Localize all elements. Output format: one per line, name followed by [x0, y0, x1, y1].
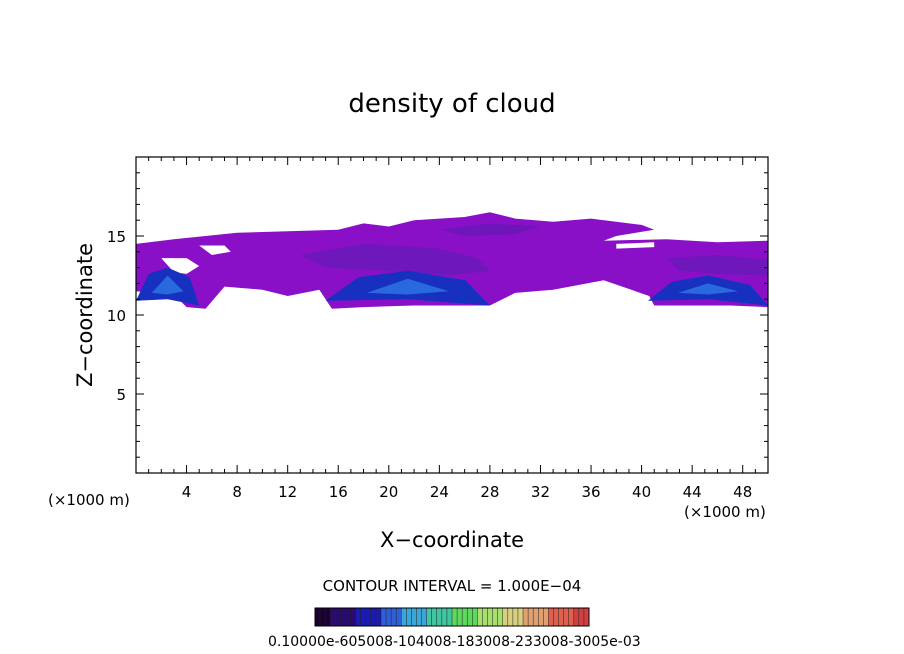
x-tick-label: 12 — [278, 483, 297, 501]
x-tick-label: 44 — [683, 483, 702, 501]
colorbar-swatch — [446, 608, 453, 626]
chart-title: density of cloud — [348, 89, 555, 119]
colorbar-swatch — [467, 608, 473, 626]
colorbar-swatch — [335, 608, 341, 626]
contour-interval-text: CONTOUR INTERVAL = 1.000E−04 — [323, 577, 582, 595]
x-axis-ticks: 4 8 12 16 20 24 28 32 36 40 44 48 — [148, 157, 756, 501]
colorbar-swatch — [543, 608, 549, 626]
x-unit-label-left: (×1000 m) — [48, 491, 130, 509]
colorbar-swatch — [370, 608, 377, 626]
x-tick-label: 28 — [480, 483, 499, 501]
colorbar-swatch — [507, 608, 514, 626]
colorbar-swatch — [380, 608, 387, 626]
colorbar-swatch — [411, 608, 417, 626]
y-tick-label: 15 — [107, 228, 126, 246]
colorbar-swatch — [386, 608, 392, 626]
cloud-region-mid-center — [300, 243, 490, 276]
colorbar-swatch — [396, 608, 402, 626]
colorbar-swatch — [315, 608, 321, 626]
colorbar-swatch — [482, 608, 489, 626]
cloud-gap-upper-right — [616, 242, 655, 249]
colorbar-swatch — [533, 608, 539, 626]
x-unit-label-right: (×1000 m) — [684, 503, 766, 521]
cloud-dense-peak-3 — [677, 283, 738, 295]
cloud-region-mid-right — [666, 255, 768, 276]
colorbar-swatch — [375, 608, 382, 626]
colorbar-swatch — [492, 608, 499, 626]
colorbar-swatch — [538, 608, 544, 626]
colorbar-swatch — [472, 608, 478, 626]
x-tick-label: 40 — [632, 483, 651, 501]
colorbar-swatch — [462, 608, 468, 626]
colorbar-swatch — [391, 608, 397, 626]
colorbar-swatch — [406, 608, 412, 626]
colorbar-swatch — [340, 608, 346, 626]
cloud-gap-bottom-middle — [496, 286, 642, 312]
x-tick-label: 8 — [232, 483, 242, 501]
colorbar-swatch — [320, 608, 326, 626]
cloud-field — [136, 212, 768, 312]
x-tick-label: 4 — [182, 483, 192, 501]
colorbar-swatch — [360, 608, 367, 626]
y-axis-title: Z−coordinate — [73, 243, 97, 387]
plot-background — [136, 157, 768, 473]
x-tick-label: 20 — [379, 483, 398, 501]
colorbar-labels: 0.10000e-605008-104008-183008-233008-300… — [268, 634, 641, 650]
x-axis-title: X−coordinate — [380, 528, 524, 552]
colorbar-swatch — [350, 608, 357, 626]
colorbar-swatch — [355, 608, 362, 626]
cloud-gap-upper-left — [199, 245, 231, 255]
cloud-dense-peak-2 — [366, 278, 449, 295]
colorbar-frame — [314, 607, 590, 627]
colorbar-swatch — [487, 608, 494, 626]
y-tick-label: 10 — [107, 307, 126, 325]
colorbar-swatch — [365, 608, 372, 626]
y-tick-label: 5 — [116, 386, 126, 404]
colorbar-swatch — [452, 608, 458, 626]
colorbar-swatch — [477, 608, 483, 626]
x-tick-label: 24 — [430, 483, 449, 501]
colorbar-swatch — [330, 608, 336, 626]
cloud-dense-peak-1 — [151, 275, 184, 295]
cloud-region-mid-top — [439, 223, 541, 236]
colorbar-swatch — [502, 608, 509, 626]
colorbar-swatch — [497, 608, 504, 626]
colorbar-swatch — [553, 608, 560, 626]
colorbar-swatch — [457, 608, 463, 626]
colorbar-swatch — [401, 608, 407, 626]
colorbar-swatch — [416, 608, 423, 626]
y-axis-ticks: 5 10 15 — [107, 172, 768, 458]
colorbar-swatch — [431, 608, 438, 626]
colorbar-swatch — [512, 608, 519, 626]
x-tick-label: 32 — [531, 483, 550, 501]
colorbar-swatch — [568, 608, 575, 626]
colorbar-swatch — [528, 608, 534, 626]
colorbar-swatch — [421, 608, 428, 626]
colorbar-swatch — [436, 608, 443, 626]
colorbar-swatch — [548, 608, 554, 626]
colorbar — [314, 607, 590, 627]
colorbar-swatch — [517, 608, 524, 626]
cloud-gap-left — [161, 258, 200, 274]
colorbar-swatch — [563, 608, 570, 626]
colorbar-swatch — [558, 608, 565, 626]
colorbar-swatch — [523, 608, 529, 626]
x-tick-label: 36 — [581, 483, 600, 501]
colorbar-swatch — [345, 608, 352, 626]
colorbar-swatch — [573, 608, 580, 626]
colorbar-swatch — [426, 608, 433, 626]
colorbar-swatch — [578, 608, 585, 626]
colorbar-swatch — [583, 608, 590, 626]
x-tick-label: 48 — [733, 483, 752, 501]
colorbar-swatch — [441, 608, 448, 626]
x-tick-label: 16 — [329, 483, 348, 501]
colorbar-swatch — [325, 608, 331, 626]
